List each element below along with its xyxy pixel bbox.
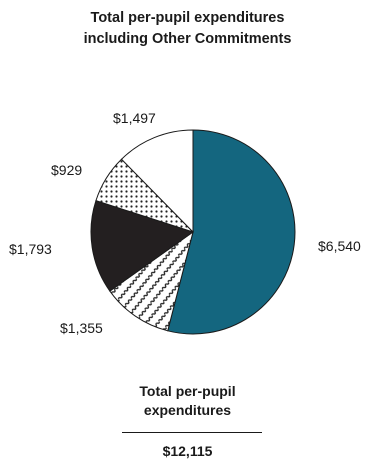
chart-title-line-2: including Other Commitments (83, 31, 292, 47)
pie-slice-label-5: $1,497 (113, 110, 156, 126)
pie-slice-3 (90, 200, 195, 292)
total-label-line-1: Total per-pupil (139, 383, 236, 399)
pie-slice-label-3: $1,793 (9, 241, 52, 257)
total-divider (122, 432, 262, 433)
pie-slice-1 (167, 129, 296, 335)
pie-slice-2 (109, 230, 194, 332)
total-label-line-2: expenditures (143, 402, 232, 418)
chart-title: Total per-pupil expenditures including O… (0, 8, 375, 50)
pie-chart: $6,540 $1,355 $1,793 $929 $1,497 (9, 110, 361, 336)
pie-slice-label-4: $929 (51, 162, 82, 178)
pie-slice-label-1: $6,540 (318, 238, 361, 254)
total-value: $12,115 (162, 443, 213, 459)
pie-slice-label-2: $1,355 (60, 320, 103, 336)
chart-title-line-1: Total per-pupil expenditures (90, 10, 285, 26)
pie-slice-5 (120, 129, 194, 234)
total-label: Total per-pupil expenditures (100, 382, 275, 420)
